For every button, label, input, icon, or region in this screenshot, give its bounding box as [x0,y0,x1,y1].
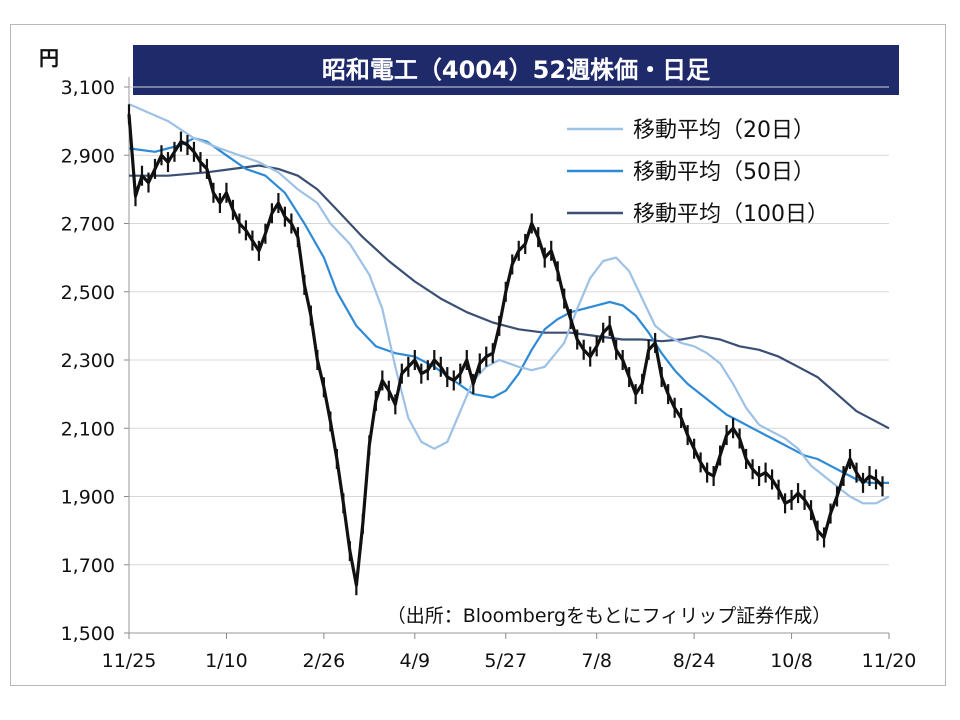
legend-label-ma50: 移動平均（50日） [633,160,815,185]
x-tick-label: 4/9 [400,650,431,672]
chart-title: 昭和電工（4004）52週株価・日足 [322,56,710,84]
y-tick-label: 2,900 [61,145,115,167]
legend: 移動平均（20日） 移動平均（50日） 移動平均（100日） [567,118,829,227]
x-tick-label: 11/20 [862,650,917,672]
y-tick-label: 1,900 [61,487,115,509]
x-tick-label: 1/10 [205,650,248,672]
chart-svg: 昭和電工（4004）52週株価・日足 円 1,500 1,700 1,900 2,10… [39,45,917,672]
axis-layer: 1,500 1,700 1,900 2,100 2,300 2,500 2,700 2,900… [61,77,917,672]
y-tick-label: 3,100 [61,77,115,99]
x-tick-label: 11/25 [102,650,157,672]
y-tick-label: 1,700 [61,555,115,577]
series-layer [127,103,890,596]
y-tick-label: 2,700 [61,214,115,236]
x-tick-label: 8/24 [673,650,716,672]
x-tick-label: 10/8 [770,650,813,672]
series-line-ma50 [128,137,889,484]
legend-label-ma20: 移動平均（20日） [633,118,815,143]
x-tick-label: 7/8 [581,650,612,672]
series-line-ma100 [129,164,890,430]
series-line-ma20 [128,103,890,505]
x-tick-label: 2/26 [303,650,346,672]
y-tick-label: 2,500 [61,282,115,304]
y-unit-label: 円 [39,46,59,70]
legend-label-ma100: 移動平均（100日） [633,202,829,227]
source-note: （出所：Bloombergをもとにフィリップ証券作成） [387,605,832,627]
y-tick-label: 1,500 [61,623,115,645]
x-tick-label: 5/27 [484,650,527,672]
y-tick-label: 2,100 [61,418,115,440]
chart-frame: 昭和電工（4004）52週株価・日足 円 1,500 1,700 1,900 2,10… [10,24,946,686]
y-tick-label: 2,300 [61,350,115,372]
